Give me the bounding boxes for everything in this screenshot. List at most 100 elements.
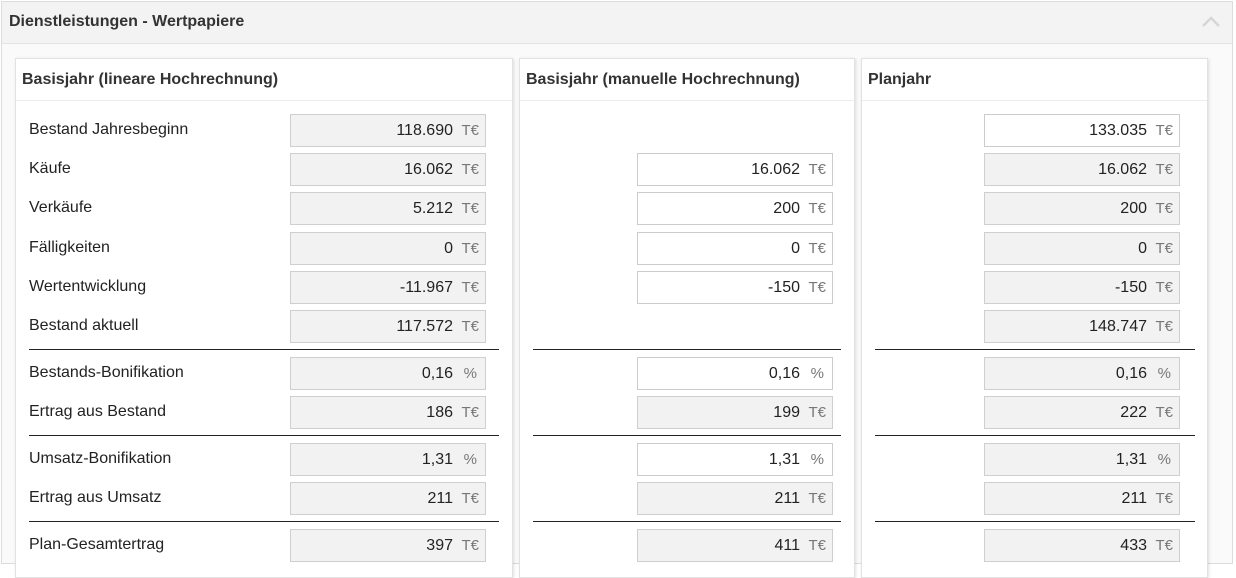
value: 16.062 xyxy=(1098,161,1147,178)
label-bestand-jahresbeginn: Bestand Jahresbeginn xyxy=(29,121,189,138)
value: 186 xyxy=(426,404,453,421)
unit: T€ xyxy=(461,404,479,421)
unit: T€ xyxy=(461,279,479,296)
field-plan-gesamtertrag-manuell: 411 T€ xyxy=(637,529,833,562)
input-bestands-bonifikation-manuell[interactable]: 0,16% xyxy=(637,357,833,390)
value: -150 xyxy=(1114,279,1147,296)
unit: T€ xyxy=(808,404,826,421)
value: 0,16 xyxy=(768,365,800,382)
value: 199 xyxy=(773,404,800,421)
field-faelligkeiten-plan: 0 T€ xyxy=(984,232,1180,265)
value: 1,31 xyxy=(1115,451,1147,468)
unit: T€ xyxy=(808,279,826,296)
value: 118.690 xyxy=(396,122,453,139)
chevron-up-icon[interactable] xyxy=(1200,13,1222,31)
unit: T€ xyxy=(1155,279,1173,296)
value: 397 xyxy=(426,537,453,554)
input-verkaeufe-manuell[interactable]: 200 T€ xyxy=(637,192,833,225)
value: 211 xyxy=(427,490,453,507)
unit: T€ xyxy=(1155,200,1173,217)
value: 0 xyxy=(791,240,800,257)
unit: T€ xyxy=(461,537,479,554)
field-umsatz-bonifikation: 1,31% xyxy=(290,443,486,476)
panel-basisjahr-manuell: Basisjahr (manuelle Hochrechnung) 16.062… xyxy=(519,58,855,578)
input-bestand-jahresbeginn-plan[interactable]: 133.035 T€ xyxy=(984,114,1180,147)
unit: T€ xyxy=(808,161,826,178)
unit: T€ xyxy=(1155,161,1173,178)
field-kaeufe: 16.062 T€ xyxy=(290,153,486,186)
field-umsatz-bonifikation-plan: 1,31% xyxy=(984,443,1180,476)
value: 0 xyxy=(444,240,453,257)
input-faelligkeiten-manuell[interactable]: 0 T€ xyxy=(637,232,833,265)
panel-title: Basisjahr (manuelle Hochrechnung) xyxy=(526,71,800,88)
unit: % xyxy=(1157,365,1171,382)
field-ertrag-aus-umsatz: 211 T€ xyxy=(290,482,486,515)
field-ertrag-aus-bestand: 186 T€ xyxy=(290,396,486,429)
label-plan-gesamtertrag: Plan-Gesamtertrag xyxy=(29,536,165,553)
panel-basisjahr-linear: Basisjahr (lineare Hochrechnung) Bestand… xyxy=(15,58,513,578)
panel-header: Basisjahr (lineare Hochrechnung) xyxy=(16,59,512,101)
value: 0 xyxy=(1138,240,1147,257)
divider xyxy=(533,349,841,350)
unit: T€ xyxy=(1155,537,1173,554)
label-ertrag-aus-umsatz: Ertrag aus Umsatz xyxy=(29,489,162,506)
panel-header: Basisjahr (manuelle Hochrechnung) xyxy=(520,59,854,101)
field-bestands-bonifikation: 0,16% xyxy=(290,357,486,390)
unit: T€ xyxy=(1155,404,1173,421)
value: -11.967 xyxy=(399,279,453,296)
input-wertentwicklung-manuell[interactable]: -150 T€ xyxy=(637,271,833,304)
divider xyxy=(875,521,1195,522)
unit: T€ xyxy=(808,490,826,507)
unit: T€ xyxy=(1155,240,1173,257)
field-ertrag-aus-bestand-plan: 222 T€ xyxy=(984,396,1180,429)
field-verkaeufe: 5.212 T€ xyxy=(290,192,486,225)
value: 0,16 xyxy=(421,365,453,382)
unit: T€ xyxy=(808,537,826,554)
label-faelligkeiten: Fälligkeiten xyxy=(29,239,110,256)
panel-title: Planjahr xyxy=(868,71,932,88)
field-bestands-bonifikation-plan: 0,16% xyxy=(984,357,1180,390)
value: -150 xyxy=(767,279,800,296)
label-wertentwicklung: Wertentwicklung xyxy=(29,278,147,295)
value: 5.212 xyxy=(412,200,453,217)
field-bestand-aktuell-plan: 148.747 T€ xyxy=(984,310,1180,343)
value: 1,31 xyxy=(421,451,453,468)
field-plan-gesamtertrag: 397 T€ xyxy=(290,529,486,562)
unit: % xyxy=(463,451,477,468)
unit: T€ xyxy=(808,200,826,217)
unit: T€ xyxy=(461,318,479,335)
divider xyxy=(29,521,499,522)
input-kaeufe-manuell[interactable]: 16.062 T€ xyxy=(637,153,833,186)
field-verkaeufe-plan: 200 T€ xyxy=(984,192,1180,225)
unit: T€ xyxy=(1155,122,1173,139)
unit: % xyxy=(463,365,477,382)
divider xyxy=(533,435,841,436)
label-ertrag-aus-bestand: Ertrag aus Bestand xyxy=(29,403,166,420)
value: 211 xyxy=(774,490,800,507)
field-ertrag-aus-bestand-manuell: 199 T€ xyxy=(637,396,833,429)
label-bestands-bonifikation: Bestands-Bonifikation xyxy=(29,364,184,381)
value: 211 xyxy=(1121,490,1147,507)
divider xyxy=(29,349,499,350)
field-plan-gesamtertrag-plan: 433 T€ xyxy=(984,529,1180,562)
unit: T€ xyxy=(461,240,479,257)
panel-header: Planjahr xyxy=(862,59,1207,101)
field-kaeufe-plan: 16.062 T€ xyxy=(984,153,1180,186)
value: 16.062 xyxy=(404,161,453,178)
value: 16.062 xyxy=(751,161,800,178)
field-ertrag-aus-umsatz-manuell: 211 T€ xyxy=(637,482,833,515)
panel-title: Basisjahr (lineare Hochrechnung) xyxy=(22,71,279,88)
field-wertentwicklung-plan: -150 T€ xyxy=(984,271,1180,304)
field-bestand-aktuell: 117.572 T€ xyxy=(290,310,486,343)
label-bestand-aktuell: Bestand aktuell xyxy=(29,317,139,334)
unit: T€ xyxy=(808,240,826,257)
unit: T€ xyxy=(461,490,479,507)
unit: % xyxy=(810,451,824,468)
field-ertrag-aus-umsatz-plan: 211 T€ xyxy=(984,482,1180,515)
input-umsatz-bonifikation-manuell[interactable]: 1,31% xyxy=(637,443,833,476)
label-verkaeufe: Verkäufe xyxy=(29,199,93,216)
unit: % xyxy=(1157,451,1171,468)
value: 222 xyxy=(1120,404,1147,421)
unit: T€ xyxy=(1155,490,1173,507)
